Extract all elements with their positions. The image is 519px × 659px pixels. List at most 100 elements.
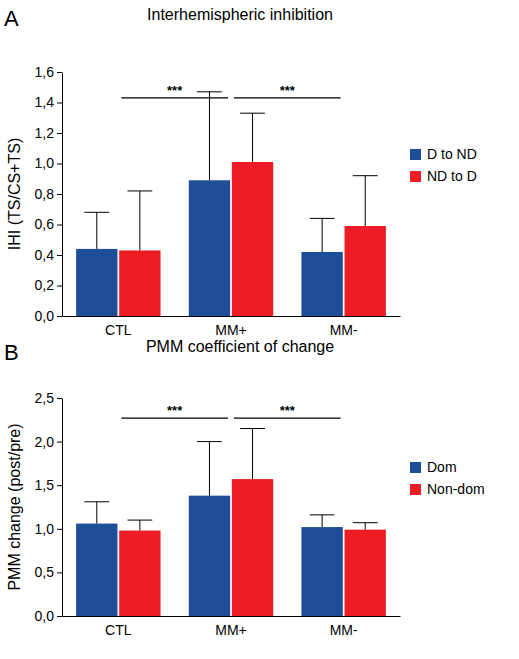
y-tick-mark [57, 255, 62, 256]
bar [76, 524, 117, 616]
y-tick-label: 1,6 [35, 64, 55, 80]
x-axis: CTL MM+ MM- [63, 317, 401, 338]
significance-label: *** [167, 83, 183, 98]
x-tick-label: CTL [105, 622, 132, 638]
x-tick: MM+ [215, 322, 247, 338]
y-tick: 1,2 [35, 125, 62, 141]
y-axis: 0,0 0,5 1,0 1,5 2,0 2,5 [35, 390, 63, 624]
bar-series [119, 113, 386, 316]
x-tick-label: MM+ [215, 622, 247, 638]
error-bar-cap [197, 91, 222, 92]
y-tick: 0,4 [35, 247, 62, 263]
y-tick-label: 2,0 [35, 434, 55, 450]
error-bar-cap [84, 501, 109, 502]
error-bar [209, 92, 210, 180]
bar-series [76, 92, 343, 316]
x-tick-label: MM- [330, 622, 358, 638]
y-tick: 1,4 [35, 94, 62, 110]
legend-swatch [410, 149, 421, 160]
legend-swatch [410, 484, 421, 495]
legend: Dom Non-dom [410, 459, 485, 497]
y-tick-mark [57, 225, 62, 226]
error-bar [96, 502, 97, 524]
y-tick: 0,0 [35, 308, 62, 324]
y-tick-label: 0,5 [35, 564, 55, 580]
error-bar [365, 523, 366, 530]
y-tick-mark [57, 442, 62, 443]
y-tick-label: 0,0 [35, 308, 55, 324]
error-bar [96, 212, 97, 249]
y-tick-label: 2,5 [35, 390, 55, 406]
y-tick-mark [57, 133, 62, 134]
significance-label: *** [280, 83, 296, 98]
x-axis-line [63, 616, 401, 617]
y-tick: 0,8 [35, 186, 62, 202]
x-tick: CTL [105, 622, 132, 638]
x-tick: MM- [330, 622, 358, 638]
y-tick: 0,0 [35, 608, 62, 624]
error-bar-cap [84, 212, 109, 213]
x-tick: CTL [105, 322, 132, 338]
y-axis-line [62, 73, 63, 317]
bar [189, 180, 230, 316]
x-tick-label: MM+ [215, 322, 247, 338]
x-axis-line [63, 316, 401, 317]
y-tick-label: 0,8 [35, 186, 55, 202]
legend: D to NDND to D [410, 146, 477, 184]
error-bar-cap [353, 175, 378, 176]
error-bar [252, 429, 253, 480]
y-tick: 2,5 [35, 390, 62, 406]
y-tick: 2,0 [35, 434, 62, 450]
y-axis-title: IHI (TS/CS+TS) [6, 138, 23, 250]
y-tick-mark [57, 316, 62, 317]
panel-label: B [4, 340, 19, 365]
chart-title: Interhemispheric inhibition [147, 6, 333, 23]
plot-marks [76, 418, 386, 616]
legend-label: ND to D [427, 168, 477, 184]
y-tick-label: 0,6 [35, 216, 55, 232]
bar-series [76, 442, 343, 616]
y-tick-mark [57, 194, 62, 195]
bar [301, 252, 342, 316]
x-tick-label: MM- [330, 322, 358, 338]
y-tick: 1,6 [35, 64, 62, 80]
bar-series [119, 429, 386, 616]
error-bar-cap [127, 190, 152, 191]
y-tick-label: 1,0 [35, 521, 55, 537]
y-tick: 0,6 [35, 216, 62, 232]
bar [232, 479, 273, 616]
legend-swatch [410, 462, 421, 473]
y-tick: 0,2 [35, 277, 62, 293]
legend-label: Non-dom [427, 481, 485, 497]
y-tick-label: 1,4 [35, 94, 55, 110]
chart-panel: A Interhemispheric inhibition IHI (TS/CS+T… [4, 6, 477, 338]
y-tick-mark [57, 103, 62, 104]
error-bar-cap [127, 520, 152, 521]
y-tick-mark [57, 572, 62, 573]
bar [189, 496, 230, 616]
error-bar-cap [240, 113, 265, 114]
error-bar [322, 515, 323, 527]
y-tick-label: 0,2 [35, 277, 55, 293]
significance-label: *** [167, 403, 183, 418]
y-axis-line [62, 399, 63, 617]
y-axis-title: PMM change (post/pre) [6, 423, 23, 590]
y-axis: 0,0 0,2 0,4 0,6 0,8 1,0 1,2 1,4 1,6 [35, 64, 63, 324]
error-bar-cap [240, 428, 265, 429]
chart-title: PMM coefficient of change [146, 338, 334, 355]
panel-label: A [4, 6, 19, 31]
y-tick: 1,5 [35, 477, 62, 493]
y-tick: 1,0 [35, 155, 62, 171]
y-tick-mark [57, 398, 62, 399]
legend-label: Dom [427, 459, 457, 475]
error-bar [365, 176, 366, 226]
bar [345, 226, 386, 316]
error-bar-cap [353, 522, 378, 523]
y-tick-mark [57, 72, 62, 73]
y-tick-label: 1,2 [35, 125, 55, 141]
x-tick-label: CTL [105, 322, 132, 338]
error-bar [139, 191, 140, 250]
y-tick-mark [57, 286, 62, 287]
y-tick-label: 1,0 [35, 155, 55, 171]
y-tick-label: 0,0 [35, 608, 55, 624]
